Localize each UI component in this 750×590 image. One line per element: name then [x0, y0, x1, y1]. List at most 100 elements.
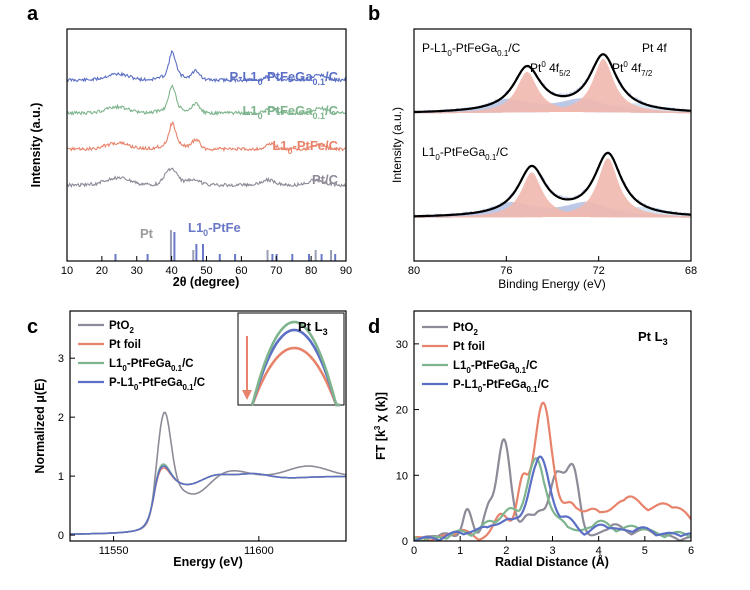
legend-item: Pt foil	[109, 339, 141, 351]
panel-b: 80 76 72 68 Binding Energy (eV) Intensity (…	[390, 28, 697, 291]
xanes-line-3	[70, 463, 346, 535]
x-tick-label: 11550	[99, 545, 129, 557]
panel-label-c: c	[27, 316, 38, 338]
x-tick-label: 76	[500, 265, 512, 277]
legend-a-series-3: L10-PtFe/C	[272, 138, 338, 156]
x-tick-label: 40	[166, 265, 178, 277]
exafs-curves	[414, 401, 691, 541]
x-tick-label: 20	[96, 265, 108, 277]
x-tick-label: 11600	[244, 545, 274, 557]
x-tick-label: 0	[411, 545, 417, 557]
legend-d: PtO2 Pt foil L10-PtFeGa0.1/C P-L10-PtFeGa0.…	[422, 322, 549, 394]
exafs-line-3	[414, 457, 691, 541]
x-ticks-a: 10 20 30 40 50 60 70 80 90	[61, 256, 352, 277]
x-tick-label: 80	[408, 265, 420, 277]
y-axis-label-a: Intensity (a.u.)	[29, 103, 43, 188]
x-tick-label: 2	[503, 545, 509, 557]
panel-a: 10 20 30 40 50 60 70 80 90 2θ (degree) Intensity…	[29, 28, 352, 289]
ref-label-ptfe: L10-PtFe	[188, 220, 241, 238]
x-tick-label: 80	[305, 265, 317, 277]
exafs-line-2	[414, 401, 691, 541]
x-tick-label: 1	[457, 545, 463, 557]
y-axis-label-c: Normalized μ(E)	[33, 378, 47, 473]
legend-item: L10-PtFeGa0.1/C	[453, 360, 538, 375]
legend-item: P-L10-PtFeGa0.1/C	[109, 377, 205, 392]
x-tick-label: 30	[131, 265, 143, 277]
inset-c: Pt L3	[237, 312, 345, 407]
ticks-c: 11550 11600 0 1 2 3	[58, 353, 274, 557]
inset-title: Pt L3	[298, 319, 328, 337]
inset-arrow-head	[242, 390, 252, 400]
xanes-curves	[70, 411, 346, 535]
xps-label-top: P-L10-PtFeGa0.1/C	[422, 41, 521, 58]
x-axis-label-c: Energy (eV)	[173, 555, 242, 569]
legend-item: Pt foil	[453, 341, 485, 353]
x-axis-label-d: Radial Distance (Å)	[495, 554, 609, 569]
y-tick-label: 0	[58, 530, 64, 542]
x-axis-label-a: 2θ (degree)	[173, 275, 240, 289]
xrd-curves	[67, 50, 346, 188]
xrd-line-4	[67, 167, 346, 188]
xps-fit-envelope	[414, 53, 691, 114]
xrd-line-3	[67, 121, 346, 153]
x-tick-label: 10	[61, 265, 73, 277]
legend-a-series-4: Pt/C	[312, 172, 339, 187]
xrd-line-2	[67, 84, 346, 116]
xps-fit-envelope	[414, 151, 691, 218]
legend-item: L10-PtFeGa0.1/C	[109, 358, 194, 373]
y-tick-label: 0	[402, 536, 408, 548]
xps-red-fill-7-2	[414, 158, 691, 218]
xanes-line-1	[70, 411, 346, 535]
plot-frame-c	[69, 310, 347, 542]
panel-d: 0 1 2 3 4 5 6 0 10 20 30 Radial Distance (Å) FT [k…	[373, 310, 694, 569]
x-ticks-b: 80 76 72 68	[408, 256, 697, 277]
legend-a-series-2: L10-PtFeGa0.1/C	[242, 103, 338, 121]
legend-a-series-1: P-L10-PtFeGa0.1/C	[229, 69, 338, 87]
x-tick-label: 5	[642, 545, 648, 557]
inset-line-3	[250, 320, 340, 407]
y-tick-label: 2	[58, 412, 64, 424]
x-tick-label: 60	[235, 265, 247, 277]
panel-label-d: d	[368, 316, 380, 338]
panel-label-a: a	[27, 3, 39, 25]
peak-label-5-2: Pt0 4f5/2	[530, 60, 571, 78]
y-tick-label: 10	[396, 470, 408, 482]
x-tick-label: 6	[688, 545, 694, 557]
xps-red-fill-5-2	[414, 172, 691, 218]
xps-label-bottom: L10-PtFeGa0.1/C	[422, 145, 509, 162]
peak-label-7-2: Pt0 4f7/2	[612, 60, 653, 78]
legend-item: PtO2	[109, 320, 134, 335]
y-tick-label: 3	[58, 353, 64, 365]
ref-label-pt: Pt	[140, 226, 154, 241]
x-tick-label: 72	[593, 265, 605, 277]
xanes-line-4	[70, 465, 346, 535]
xps-red-fill-5-2	[414, 71, 691, 114]
xrd-line-1	[67, 50, 346, 84]
legend-item: PtO2	[453, 322, 478, 337]
y-axis-label-b: Intensity (a.u.)	[390, 107, 404, 183]
xps-title: Pt 4f	[642, 41, 667, 55]
legend-item: P-L10-PtFeGa0.1/C	[453, 379, 549, 394]
x-tick-label: 50	[200, 265, 212, 277]
legend-c: PtO2 Pt foil L10-PtFeGa0.1/C P-L10-PtFeGa0.…	[78, 320, 205, 392]
panel-c: 11550 11600 0 1 2 3 Energy (eV) Normalized μ(…	[33, 310, 347, 569]
xps-curves	[414, 53, 691, 219]
y-tick-label: 1	[58, 471, 64, 483]
exafs-line-4	[414, 455, 691, 541]
x-tick-label: 90	[340, 265, 352, 277]
plot-frame-b	[413, 28, 692, 262]
x-tick-label: 70	[270, 265, 282, 277]
x-tick-label: 4	[596, 545, 602, 557]
inset-frame	[237, 312, 345, 406]
x-tick-label: 68	[685, 265, 697, 277]
x-tick-label: 3	[549, 545, 555, 557]
y-tick-label: 30	[396, 339, 408, 351]
ticks-d: 0 1 2 3 4 5 6 0 10 20 30	[396, 339, 694, 557]
xps-red-fill-7-2	[414, 59, 691, 114]
d-inner-title: Pt L3	[638, 329, 668, 347]
y-tick-label: 20	[396, 405, 408, 417]
panel-label-b: b	[368, 3, 380, 25]
y-axis-label-d: FT [k3 χ (k)]	[373, 392, 388, 460]
x-axis-label-b: Binding Energy (eV)	[498, 277, 605, 291]
